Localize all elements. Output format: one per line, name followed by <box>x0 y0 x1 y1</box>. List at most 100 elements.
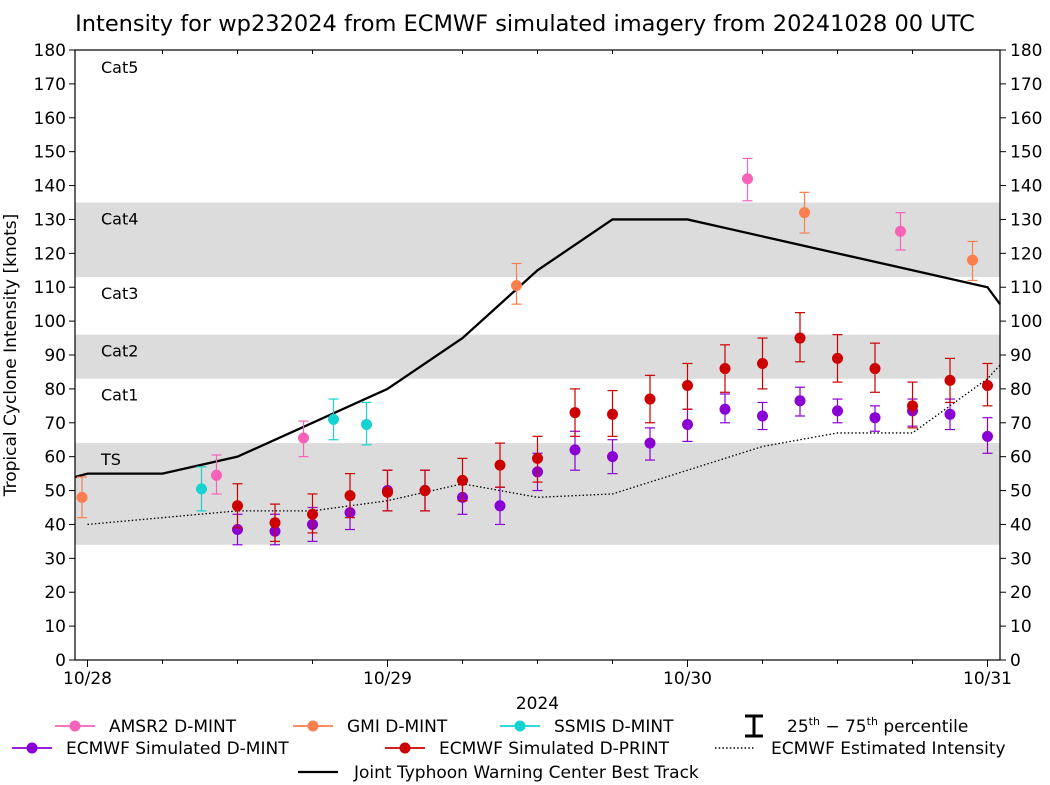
marker-ecmwf-simulated-d-print <box>307 508 318 520</box>
band-cat4 <box>75 202 1000 278</box>
y-tick-label-left: 150 <box>34 143 66 163</box>
y-tick-label-left: 140 <box>34 177 66 197</box>
marker-ecmwf-simulated-d-print <box>569 407 581 419</box>
y-tick-label-right: 0 <box>1010 651 1021 671</box>
point-gmi-d-mint <box>799 191 810 234</box>
point-ecmwf-simulated-d-print <box>494 442 506 488</box>
y-tick-label-right: 100 <box>1010 312 1042 332</box>
point-ecmwf-simulated-d-mint <box>719 393 731 424</box>
point-ecmwf-simulated-d-mint <box>982 417 993 454</box>
point-ecmwf-simulated-d-print <box>569 388 581 437</box>
x-tick-label: 10/28 <box>63 669 112 689</box>
y-axis-label: Tropical Cyclone Intensity [knots] <box>1 214 21 498</box>
legend-item: GMI D-MINT <box>293 717 448 737</box>
y-tick-label-left: 80 <box>44 380 66 400</box>
marker-ecmwf-simulated-d-mint <box>944 408 956 420</box>
marker-ecmwf-simulated-d-mint <box>644 437 656 449</box>
point-gmi-d-mint <box>76 476 88 519</box>
point-ecmwf-simulated-d-print <box>382 469 393 512</box>
legend-item: ECMWF Estimated Intensity <box>715 739 1006 759</box>
y-tick-label-right: 90 <box>1010 346 1032 366</box>
point-amsr2-d-mint <box>298 420 309 458</box>
y-tick-label-left: 120 <box>34 244 66 264</box>
point-gmi-d-mint <box>967 240 978 282</box>
marker-amsr2-d-mint <box>298 432 309 444</box>
y-tick-label-right: 120 <box>1010 244 1042 264</box>
marker-ecmwf-simulated-d-print <box>494 459 506 471</box>
legend-item: 25th − 75th percentile <box>745 714 968 738</box>
legend-label: GMI D-MINT <box>347 717 448 737</box>
marker-amsr2-d-mint <box>895 225 906 237</box>
legend-marker <box>307 720 319 732</box>
band-label-cat3: Cat3 <box>101 284 138 303</box>
legend-label: AMSR2 D-MINT <box>109 717 237 737</box>
legend-item: SSMIS D-MINT <box>500 717 674 737</box>
y-tick-label-left: 160 <box>34 109 66 129</box>
y-tick-label-left: 20 <box>44 583 66 603</box>
y-tick-label-right: 10 <box>1010 617 1032 637</box>
band-label-ts: TS <box>100 450 121 469</box>
band-label-cat1: Cat1 <box>101 386 138 405</box>
marker-ecmwf-simulated-d-print <box>382 486 393 498</box>
y-tick-label-left: 30 <box>44 549 66 569</box>
point-ecmwf-simulated-d-print <box>232 483 243 529</box>
point-amsr2-d-mint <box>211 454 222 495</box>
marker-ecmwf-simulated-d-mint <box>982 430 993 442</box>
band-cat2 <box>75 334 1000 379</box>
point-ecmwf-simulated-d-print <box>457 457 468 502</box>
series-line-joint-typhoon-warning-center-best-track <box>74 218 1001 479</box>
point-ecmwf-simulated-d-mint <box>869 405 881 432</box>
point-ecmwf-simulated-d-print <box>532 435 543 483</box>
legend-label: ECMWF Simulated D-PRINT <box>439 739 670 759</box>
legend-item: ECMWF Simulated D-MINT <box>12 739 289 759</box>
marker-ecmwf-simulated-d-print <box>419 485 431 497</box>
marker-ecmwf-simulated-d-print <box>719 363 731 375</box>
y-tick-label-left: 110 <box>34 278 66 298</box>
point-ecmwf-simulated-d-print <box>869 342 881 393</box>
data-points <box>76 157 993 546</box>
point-ecmwf-simulated-d-print <box>419 469 431 512</box>
legend-marker <box>26 742 38 754</box>
legend-item: ECMWF Simulated D-PRINT <box>385 739 670 759</box>
legend-label: ECMWF Simulated D-MINT <box>66 739 289 759</box>
y-tick-label-right: 70 <box>1010 414 1032 434</box>
y-tick-label-right: 40 <box>1010 515 1032 535</box>
y-tick-label-left: 90 <box>44 346 66 366</box>
band-label-cat5: Cat5 <box>101 58 138 77</box>
point-ecmwf-simulated-d-mint <box>644 427 656 461</box>
legend-marker <box>514 720 526 732</box>
y-tick-label-left: 0 <box>55 651 66 671</box>
marker-ssmis-d-mint <box>328 413 339 425</box>
marker-ecmwf-simulated-d-mint <box>794 395 806 407</box>
y-tick-label-left: 40 <box>44 515 66 535</box>
marker-ecmwf-simulated-d-print <box>232 500 243 512</box>
point-ecmwf-simulated-d-print <box>794 312 806 363</box>
legend-item: Joint Typhoon Warning Center Best Track <box>298 763 699 783</box>
x-axis-label: 2024 <box>516 694 559 714</box>
marker-ecmwf-simulated-d-mint <box>757 410 768 422</box>
track-lines <box>74 218 1001 526</box>
x-tick-label: 10/30 <box>663 669 712 689</box>
y-tick-label-right: 50 <box>1010 482 1032 502</box>
marker-ecmwf-simulated-d-mint <box>494 500 506 512</box>
point-ecmwf-simulated-d-print <box>757 337 768 390</box>
y-tick-label-right: 80 <box>1010 380 1032 400</box>
legend-label: ECMWF Estimated Intensity <box>771 739 1006 759</box>
point-ecmwf-simulated-d-print <box>982 362 993 407</box>
y-tick-label-right: 20 <box>1010 583 1032 603</box>
point-ecmwf-simulated-d-mint <box>757 401 768 431</box>
marker-ecmwf-simulated-d-print <box>682 380 693 391</box>
y-tick-label-right: 180 <box>1010 41 1042 61</box>
legend-label: SSMIS D-MINT <box>554 717 674 737</box>
point-ecmwf-simulated-d-print <box>344 473 356 519</box>
marker-ecmwf-simulated-d-mint <box>682 418 693 430</box>
y-tick-label-left: 170 <box>34 75 66 95</box>
y-tick-label-right: 150 <box>1010 143 1042 163</box>
point-ecmwf-simulated-d-print <box>719 344 731 393</box>
y-tick-label-left: 180 <box>34 41 66 61</box>
marker-ecmwf-simulated-d-print <box>532 452 543 464</box>
band-label-cat2: Cat2 <box>101 342 138 361</box>
point-ssmis-d-mint <box>361 401 372 446</box>
marker-ecmwf-simulated-d-mint <box>719 403 731 415</box>
